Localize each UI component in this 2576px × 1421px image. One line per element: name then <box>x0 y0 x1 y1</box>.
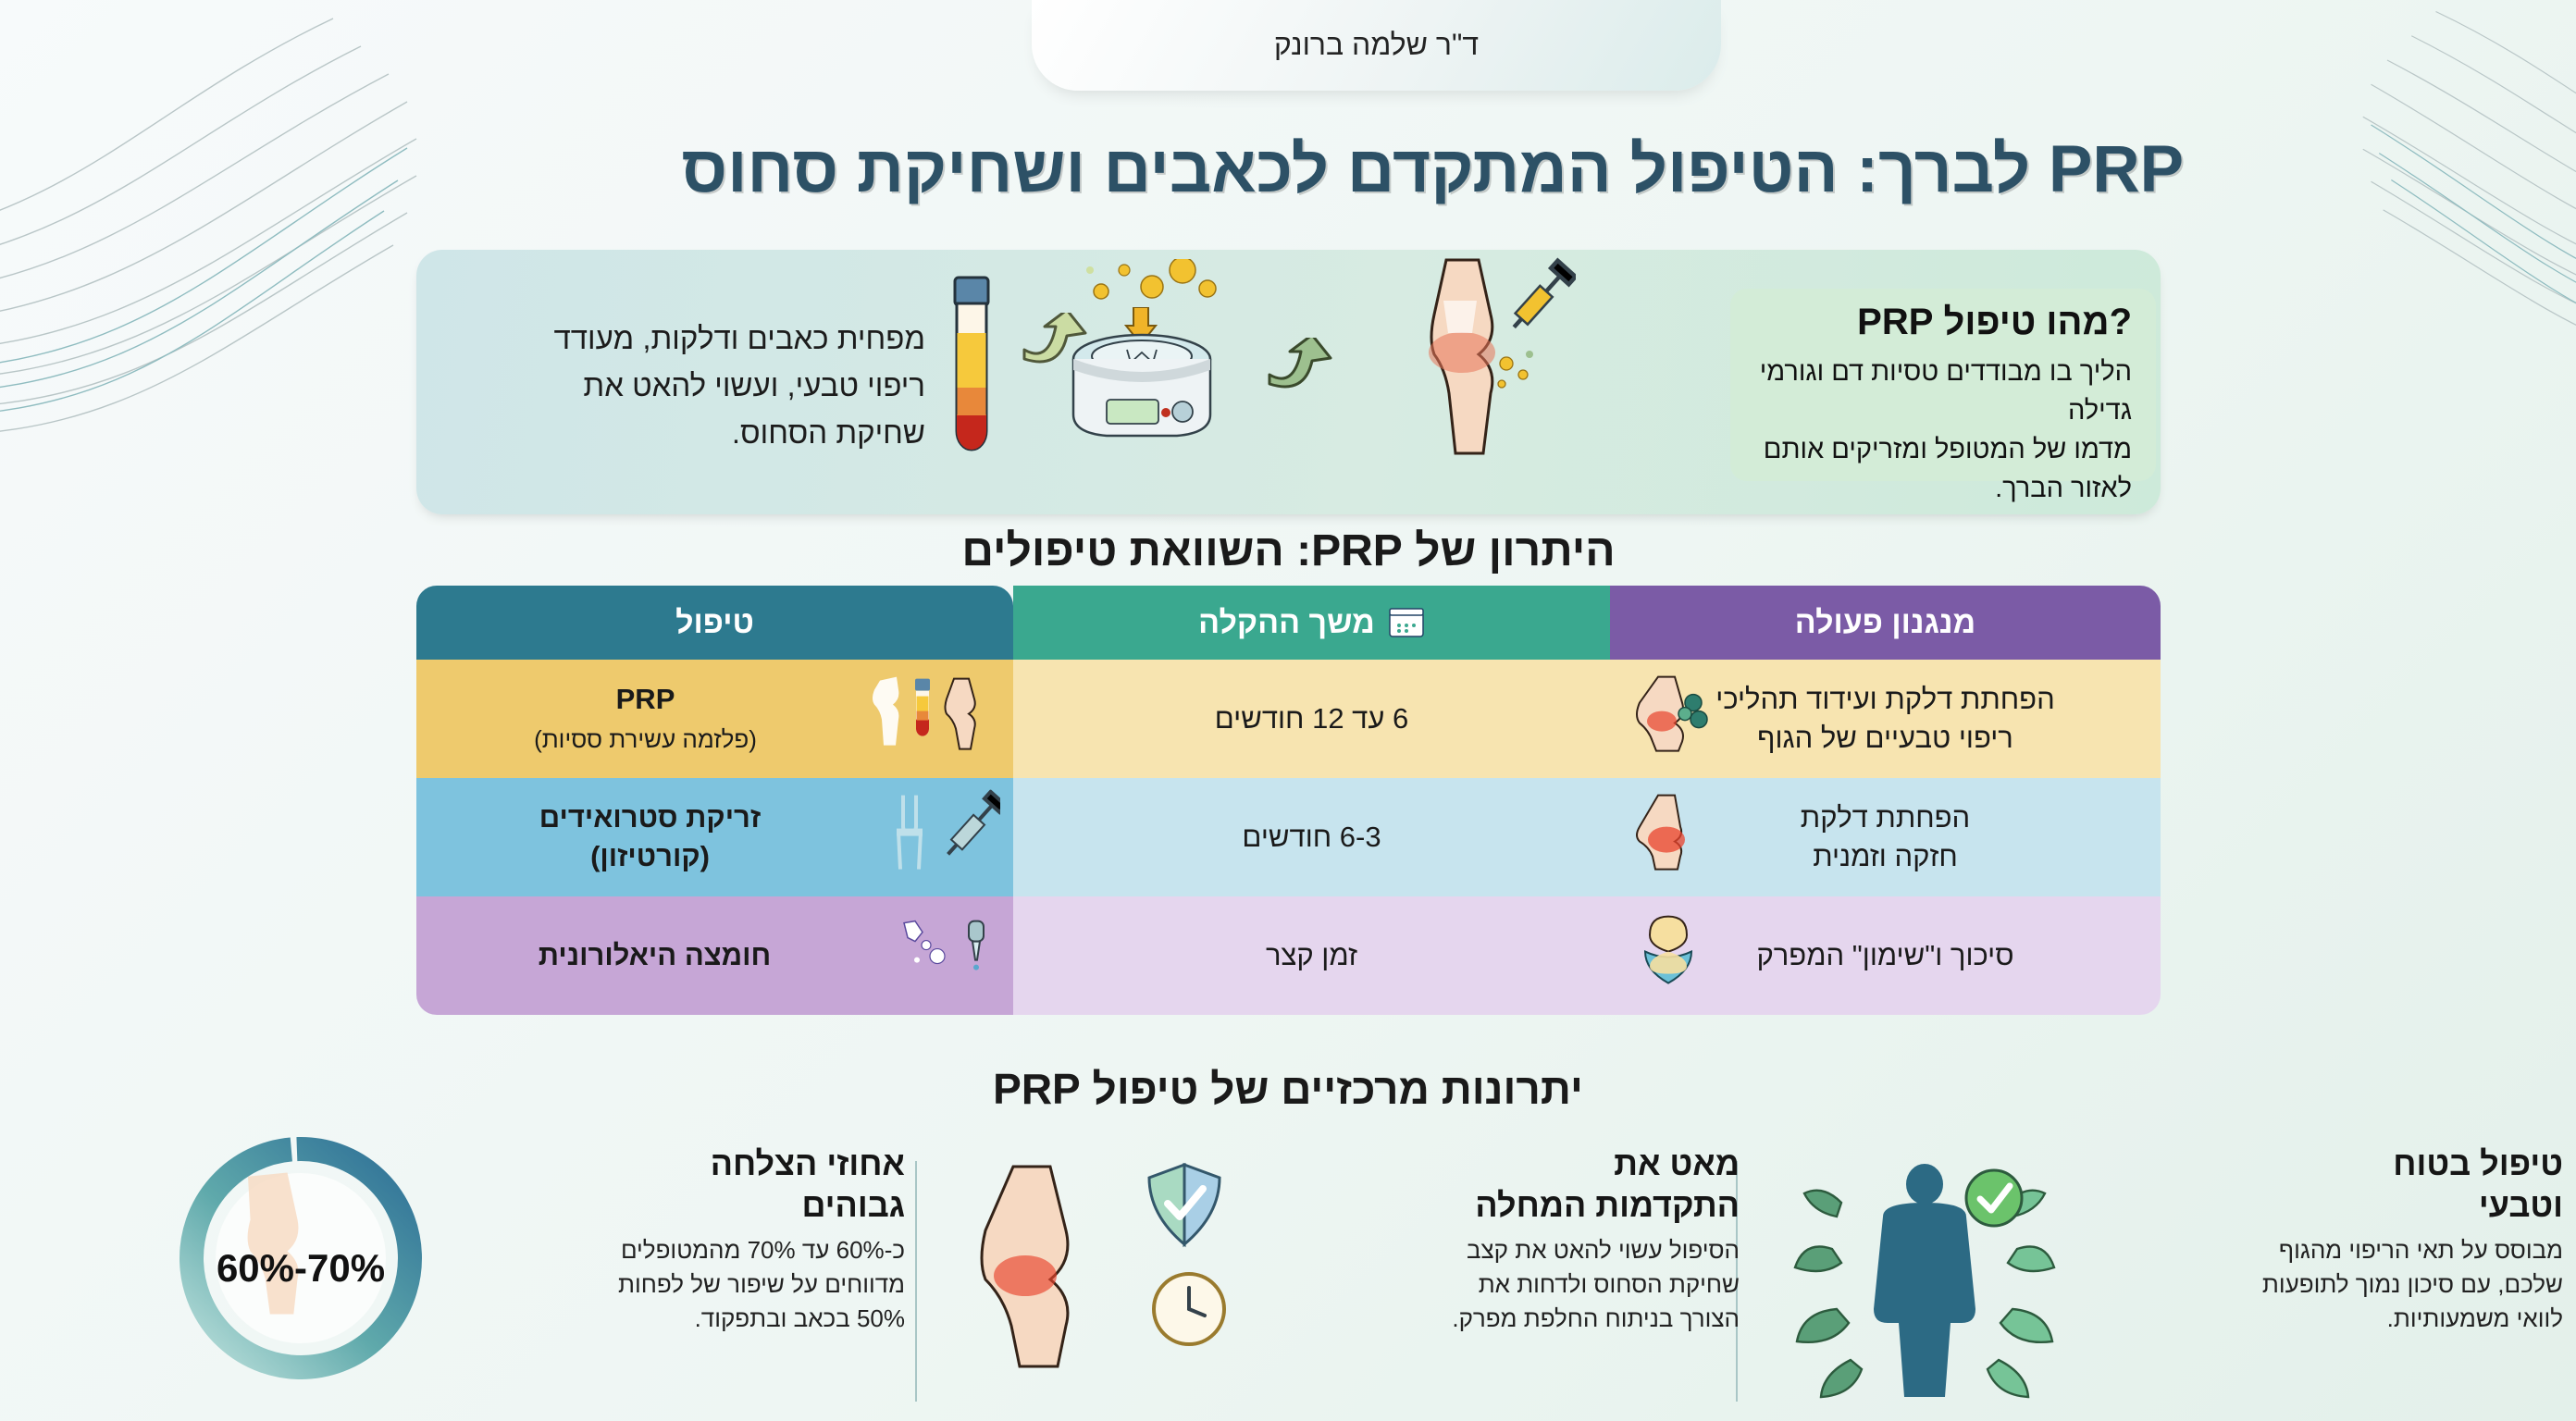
svg-text:60%-70%: 60%-70% <box>217 1246 385 1290</box>
